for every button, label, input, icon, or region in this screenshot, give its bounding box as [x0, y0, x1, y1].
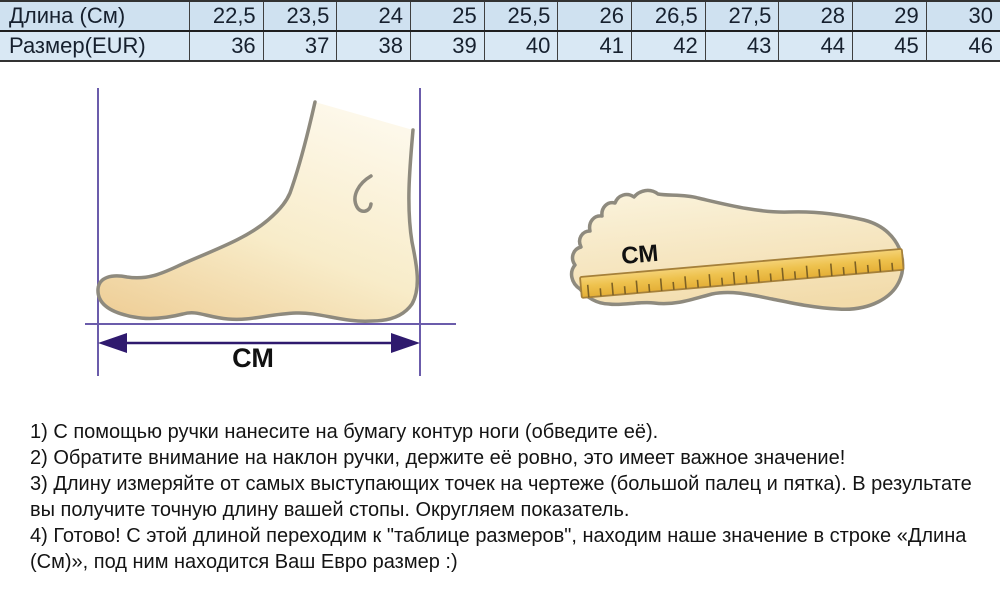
size-table-body: Длина (См) 22,5 23,5 24 25 25,5 26 26,5 27,5 28 29… — [0, 1, 1000, 62]
size-value-cell: 37 — [262, 31, 337, 62]
size-value-cell: 45 — [852, 31, 927, 62]
size-value-cell: 27,5 — [704, 1, 779, 32]
size-value-cell: 43 — [704, 31, 779, 62]
size-value-cell: 28 — [778, 1, 853, 32]
size-value-cell: 39 — [410, 31, 485, 62]
size-value-cell: 30 — [925, 1, 1000, 32]
row-label: Длина (См) — [0, 1, 190, 32]
size-value-cell: 40 — [483, 31, 558, 62]
instruction-item: 2) Обратите внимание на наклон ручки, де… — [30, 447, 846, 469]
size-table-row: Размер(EUR) 36 37 38 39 40 41 42 43 44 45 46 — [0, 31, 1000, 62]
cm-label-top: СМ — [620, 240, 659, 270]
ruler — [579, 248, 905, 299]
size-value-cell: 41 — [557, 31, 632, 62]
size-value-cell: 42 — [631, 31, 706, 62]
size-value-cell: 36 — [189, 31, 264, 62]
arrow-head-right — [391, 333, 420, 353]
foot-side-diagram: СМ — [85, 88, 456, 376]
instructions: 1) С помощью ручки нанесите на бумагу ко… — [30, 419, 990, 575]
instruction-item: 4) Готово! С этой длиной переходим к "та… — [30, 525, 967, 573]
size-value-cell: 25,5 — [483, 1, 558, 32]
row-label: Размер(EUR) — [0, 31, 190, 62]
size-table-row: Длина (См) 22,5 23,5 24 25 25,5 26 26,5 27,5 28 29… — [0, 1, 1000, 32]
size-value-cell: 44 — [778, 31, 853, 62]
foot-side-outline — [96, 100, 420, 323]
size-value-cell: 24 — [336, 1, 411, 32]
size-value-cell: 23,5 — [262, 1, 337, 32]
size-value-cell: 22,5 — [189, 1, 264, 32]
ruler-ticks — [586, 259, 894, 298]
ankle-swirl — [353, 174, 373, 213]
size-value-cell: 29 — [852, 1, 927, 32]
footprint-diagram: СМ — [569, 188, 905, 311]
size-value-cell: 25 — [410, 1, 485, 32]
arrow-head-left — [98, 333, 127, 353]
size-value-cell: 38 — [336, 31, 411, 62]
size-value-cell: 26,5 — [631, 1, 706, 32]
size-table: Длина (См) 22,5 23,5 24 25 25,5 26 26,5 27,5 28 29… — [0, 0, 1000, 62]
cm-label-side: СМ — [232, 343, 274, 373]
size-value-cell: 46 — [925, 31, 1000, 62]
foot-side-shape — [97, 102, 418, 322]
instruction-item: 3) Длину измеряйте от самых выступающих … — [30, 473, 972, 521]
size-value-cell: 26 — [557, 1, 632, 32]
instruction-item: 1) С помощью ручки нанесите на бумагу ко… — [30, 421, 659, 443]
